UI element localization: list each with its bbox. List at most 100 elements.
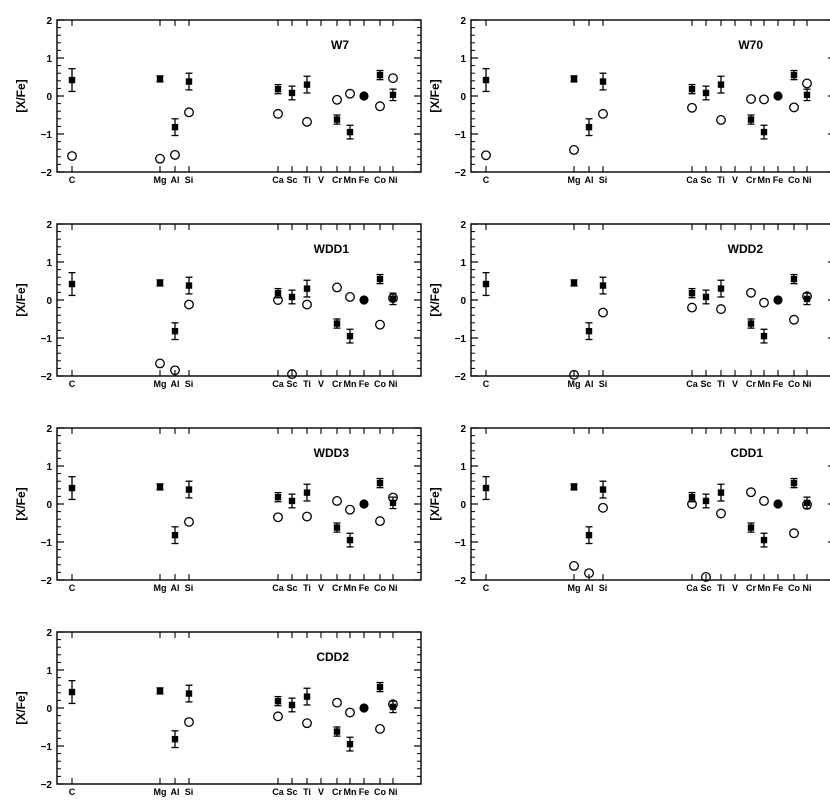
observed-point-mn (346, 332, 354, 340)
observed-point-al (585, 123, 593, 131)
element-label-c: C (483, 175, 490, 185)
y-tick-label: 2 (46, 220, 52, 231)
y-axis-label: [X/Fe] (14, 79, 28, 112)
reference-point-fe (359, 91, 369, 101)
observed-point-mn (760, 128, 768, 136)
element-label-si: Si (599, 379, 608, 389)
model-point-mn (345, 292, 355, 302)
element-label-ni: Ni (389, 787, 398, 797)
element-label-ca: Ca (272, 787, 284, 797)
element-label-ti: Ti (303, 583, 311, 593)
element-label-mg: Mg (568, 379, 581, 389)
observed-point-cr (747, 524, 755, 531)
element-label-c: C (69, 787, 76, 797)
element-label-si: Si (185, 787, 194, 797)
model-point-co (789, 102, 799, 113)
model-point-mn (759, 94, 769, 105)
element-label-ti: Ti (717, 583, 725, 593)
y-tick-label: 0 (46, 92, 52, 103)
element-label-mn: Mn (758, 175, 771, 185)
element-label-v: V (732, 379, 738, 389)
element-label-co: Co (788, 583, 800, 593)
reference-point-fe (359, 295, 369, 305)
element-label-mg: Mg (154, 583, 167, 593)
element-label-c: C (69, 379, 76, 389)
element-label-si: Si (185, 583, 194, 593)
observed-point-si (599, 78, 607, 85)
model-point-ti (716, 114, 726, 125)
element-label-cr: Cr (746, 175, 756, 185)
element-label-ni: Ni (389, 175, 398, 185)
y-tick-label: 0 (46, 500, 52, 511)
observed-point-si (185, 78, 193, 85)
observed-point-co (376, 71, 384, 79)
model-point-ni (802, 499, 812, 510)
panel-title: W70 (738, 38, 763, 52)
panel-wdd3: −2 −1 0 1 2 C Mg Al Si Ca Sc Ti V Cr Mn Fe Co Ni [X/Fe] WDD… (14, 424, 422, 593)
observed-point-ni (389, 91, 397, 99)
y-tick-label: 0 (460, 296, 466, 307)
model-point-si (184, 107, 194, 118)
observed-point-sc (702, 293, 710, 301)
observed-point-ni (803, 499, 811, 507)
y-tick-label: 0 (460, 92, 466, 103)
y-tick-label: −1 (455, 130, 467, 141)
observed-point-ca (274, 85, 282, 93)
element-label-c: C (69, 583, 76, 593)
model-point-ca (273, 512, 283, 523)
model-point-mg (569, 145, 579, 155)
element-label-sc: Sc (700, 379, 711, 389)
observed-point-c (482, 484, 490, 492)
model-point-mg (569, 369, 579, 380)
model-point-mn (759, 496, 769, 506)
panel-w70: −2 −1 0 1 2 C Mg Al Si Ca Sc Ti V Cr Mn Fe Co Ni [X/Fe] W70 (428, 16, 830, 185)
observed-point-co (376, 683, 384, 691)
y-tick-label: 1 (46, 666, 52, 677)
y-tick-label: 2 (460, 424, 466, 435)
model-point-ni (388, 699, 398, 710)
element-label-mn: Mn (344, 583, 357, 593)
element-label-fe: Fe (359, 583, 370, 593)
observed-point-mg (570, 483, 578, 491)
model-point-si (184, 717, 194, 728)
element-label-v: V (732, 175, 738, 185)
observed-point-al (171, 327, 179, 335)
observed-point-c (68, 688, 76, 696)
element-label-al: Al (171, 175, 180, 185)
model-point-mg (155, 358, 165, 369)
element-label-al: Al (171, 787, 180, 797)
element-label-al: Al (171, 379, 180, 389)
observed-point-co (376, 479, 384, 487)
element-label-ca: Ca (686, 379, 698, 389)
observed-point-sc (288, 293, 296, 301)
element-label-si: Si (599, 583, 608, 593)
element-label-co: Co (374, 787, 386, 797)
element-label-ti: Ti (303, 787, 311, 797)
y-tick-label: 2 (46, 628, 52, 639)
y-tick-label: 1 (460, 258, 466, 269)
element-label-ti: Ti (303, 379, 311, 389)
reference-point-fe (773, 91, 783, 101)
observed-point-cr (747, 320, 755, 327)
model-point-ca (273, 295, 283, 305)
panel-title: WDD2 (728, 242, 764, 256)
element-label-mg: Mg (154, 787, 167, 797)
element-label-ca: Ca (272, 379, 284, 389)
observed-point-ti (717, 285, 725, 292)
model-point-mn (759, 297, 769, 308)
observed-point-ni (389, 703, 397, 711)
y-tick-label: −2 (41, 780, 53, 791)
y-tick-label: 2 (460, 16, 466, 27)
model-point-ni (388, 73, 398, 84)
y-tick-label: −2 (455, 168, 467, 179)
observed-point-ca (688, 289, 696, 297)
reference-point-fe (359, 703, 369, 713)
y-tick-label: −2 (41, 372, 53, 383)
observed-point-al (171, 531, 179, 539)
model-point-ca (687, 302, 697, 313)
element-label-co: Co (374, 583, 386, 593)
y-tick-label: −1 (455, 334, 467, 345)
model-point-ca (273, 711, 283, 722)
y-tick-label: 1 (46, 54, 52, 65)
observed-point-co (790, 71, 798, 79)
